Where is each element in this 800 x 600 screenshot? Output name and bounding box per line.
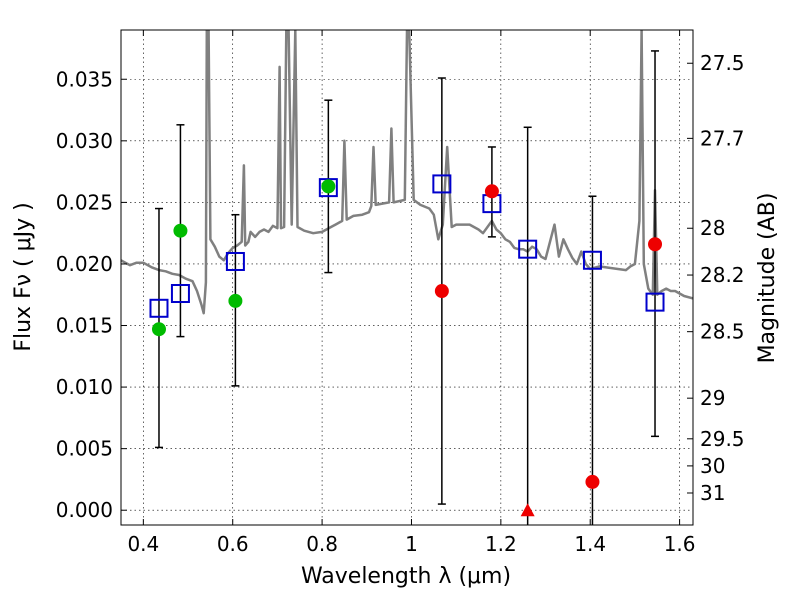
green-point — [321, 179, 336, 194]
y-axis-left: 0.000 0.005 0.010 0.015 0.020 0.025 0.030 0.035 — [56, 67, 127, 522]
data-markers — [149, 174, 665, 517]
right-tick-label: 29.5 — [700, 427, 745, 451]
green-point — [151, 322, 166, 337]
sed-layer — [121, 30, 693, 315]
x-tick-label: 1.2 — [485, 532, 517, 556]
red-point — [484, 184, 499, 199]
red-point — [434, 284, 449, 299]
right-tick-label: 31 — [700, 481, 725, 505]
model-square-marker — [318, 178, 338, 198]
x-axis-label: Wavelength λ (μm) — [301, 564, 511, 589]
x-tick-label: 0.8 — [306, 532, 338, 556]
y-axis-right-label: Magnitude (AB) — [755, 193, 780, 364]
sed-model-line — [121, 30, 693, 315]
right-tick-label: 28.5 — [700, 320, 745, 344]
y-tick-label: 0.025 — [56, 190, 113, 214]
x-tick-label: 0.6 — [217, 532, 249, 556]
y-tick-label: 0.035 — [56, 67, 113, 91]
model-square-marker — [170, 284, 190, 304]
y-tick-label: 0.000 — [56, 498, 113, 522]
green-point — [173, 223, 188, 238]
red-point — [648, 237, 663, 252]
right-tick-label: 29 — [700, 386, 725, 410]
right-tick-label: 27.7 — [700, 126, 745, 150]
x-tick-label: 1.6 — [664, 532, 696, 556]
y-tick-label: 0.030 — [56, 129, 113, 153]
y-tick-label: 0.005 — [56, 437, 113, 461]
x-axis: 0.4 0.6 0.8 1 1.2 1.4 1.6 — [127, 30, 696, 556]
model-square-marker — [518, 239, 538, 259]
right-tick-label: 30 — [700, 454, 725, 478]
right-tick-label: 28 — [700, 216, 725, 240]
model-square-marker — [225, 251, 245, 271]
model-square-marker — [149, 298, 169, 318]
model-square-marker — [432, 174, 452, 194]
y-axis-right: 27.5 27.7 28 28.2 28.5 29 29.5 30 31 — [687, 51, 745, 505]
red-triangle-marker — [520, 503, 535, 517]
x-tick-label: 0.4 — [127, 532, 159, 556]
plot-frame — [120, 29, 694, 526]
y-tick-label: 0.010 — [56, 375, 113, 399]
green-point — [228, 293, 243, 308]
right-tick-label: 27.5 — [700, 51, 745, 75]
model-square-marker — [645, 292, 665, 312]
y-tick-label: 0.015 — [56, 314, 113, 338]
red-point — [585, 474, 600, 489]
y-tick-label: 0.020 — [56, 252, 113, 276]
x-tick-label: 1.4 — [574, 532, 606, 556]
x-tick-label: 1 — [405, 532, 418, 556]
right-tick-label: 28.2 — [700, 263, 745, 287]
y-axis-left-label: Flux Fν ( μJy ) — [11, 202, 36, 351]
model-square-marker — [582, 250, 602, 270]
